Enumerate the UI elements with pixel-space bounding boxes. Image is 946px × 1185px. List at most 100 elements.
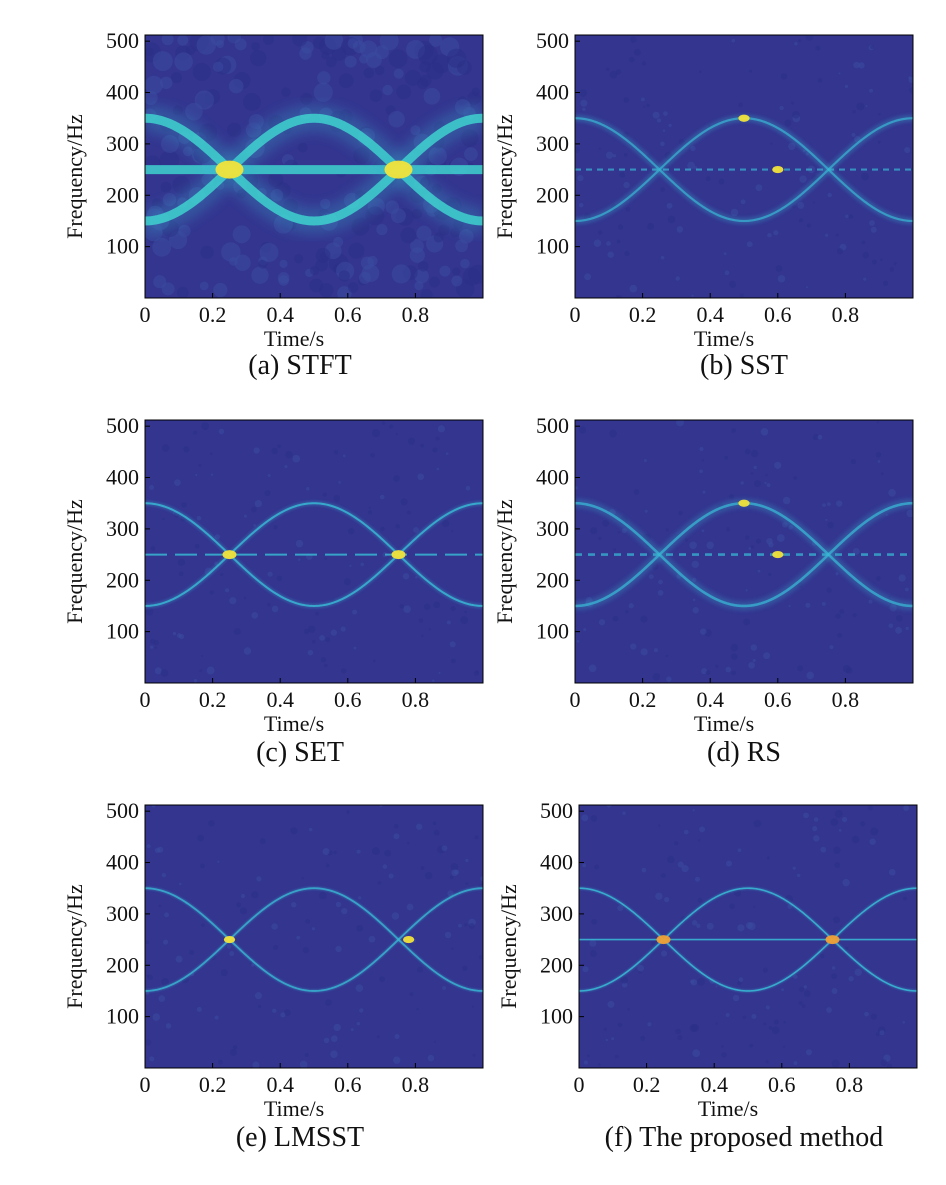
- noise-speck: [159, 76, 173, 90]
- noise-speck: [657, 590, 664, 596]
- plot-background: [579, 805, 917, 1068]
- noise-speck: [474, 835, 479, 840]
- x-tick-label: 0.2: [629, 687, 657, 712]
- noise-speck: [805, 35, 814, 41]
- noise-speck: [234, 254, 251, 272]
- plot-frame: [574, 34, 914, 299]
- noise-speck: [399, 604, 405, 609]
- noise-speck: [178, 571, 184, 577]
- noise-speck: [349, 564, 352, 567]
- noise-speck: [805, 286, 809, 289]
- noise-speck: [607, 251, 614, 258]
- panel-caption: (c) SET: [256, 737, 344, 768]
- y-tick-label: 100: [106, 619, 139, 644]
- noise-speck: [715, 664, 719, 668]
- noise-speck: [251, 266, 269, 284]
- x-axis-title: Time/s: [264, 326, 324, 351]
- noise-speck: [582, 966, 589, 973]
- noise-speck: [748, 661, 756, 669]
- noise-speck: [174, 479, 181, 486]
- noise-speck: [788, 142, 796, 151]
- noise-speck: [841, 816, 848, 823]
- noise-speck: [760, 427, 769, 436]
- noise-speck: [763, 652, 771, 660]
- noise-speck: [417, 44, 438, 65]
- noise-speck: [699, 446, 704, 452]
- x-tick-label: 0.6: [334, 687, 362, 712]
- noise-speck: [254, 992, 263, 1000]
- noise-speck: [831, 988, 838, 994]
- noise-speck: [267, 571, 273, 577]
- y-tick-label: 500: [106, 28, 139, 53]
- noise-speck: [597, 1063, 601, 1066]
- noise-speck: [476, 670, 479, 673]
- noise-speck: [394, 1034, 400, 1040]
- x-tick-label: 0.6: [334, 302, 362, 327]
- noise-speck: [266, 602, 271, 607]
- noise-speck: [721, 1052, 727, 1058]
- noise-speck: [642, 61, 647, 66]
- noise-speck: [870, 827, 879, 836]
- noise-speck: [779, 105, 784, 111]
- noise-speck: [451, 530, 454, 533]
- noise-speck: [646, 103, 650, 107]
- noise-speck: [594, 864, 600, 870]
- noise-speck: [389, 424, 394, 429]
- energy-peak: [656, 935, 671, 945]
- noise-speck: [206, 666, 215, 675]
- noise-speck: [762, 967, 768, 973]
- y-tick-label: 100: [540, 1004, 573, 1029]
- noise-speck: [384, 849, 392, 857]
- noise-speck: [465, 485, 471, 491]
- noise-speck: [665, 654, 669, 658]
- noise-speck: [419, 74, 432, 87]
- y-tick-label: 300: [536, 516, 569, 541]
- noise-speck: [264, 490, 271, 497]
- noise-speck: [146, 844, 151, 849]
- noise-speck: [825, 518, 828, 522]
- noise-speck: [623, 181, 630, 189]
- noise-speck: [877, 140, 881, 144]
- x-tick-label: 0.8: [832, 302, 860, 327]
- energy-peak: [738, 114, 750, 122]
- noise-speck: [227, 122, 242, 138]
- noise-speck: [598, 536, 602, 541]
- noise-speck: [468, 923, 475, 929]
- noise-speck: [315, 611, 319, 616]
- noise-speck: [414, 269, 429, 284]
- x-tick-label: 0.4: [266, 1072, 294, 1097]
- noise-speck: [458, 923, 462, 928]
- noise-speck: [658, 579, 663, 585]
- noise-speck: [373, 659, 376, 663]
- noise-speck: [212, 61, 224, 73]
- y-tick-label: 300: [106, 516, 139, 541]
- x-tick-label: 0.8: [402, 302, 430, 327]
- noise-speck: [676, 420, 684, 427]
- noise-speck: [667, 855, 675, 864]
- noise-speck: [251, 42, 260, 51]
- noise-speck: [262, 35, 274, 45]
- noise-speck: [193, 430, 198, 435]
- noise-speck: [308, 827, 313, 832]
- noise-speck: [344, 55, 357, 68]
- noise-speck: [767, 232, 772, 238]
- noise-speck: [826, 587, 832, 593]
- x-axis-title: Time/s: [264, 711, 324, 736]
- x-axis-title: Time/s: [264, 1096, 324, 1121]
- noise-speck: [324, 35, 344, 50]
- noise-speck: [647, 222, 655, 230]
- noise-speck: [208, 820, 215, 827]
- noise-speck: [356, 924, 364, 932]
- noise-speck: [315, 258, 328, 272]
- noise-speck: [251, 963, 255, 967]
- noise-speck: [839, 609, 845, 614]
- noise-speck: [209, 590, 215, 595]
- noise-speck: [851, 835, 860, 844]
- noise-speck: [335, 901, 342, 908]
- noise-speck: [154, 646, 158, 649]
- y-tick-label: 500: [106, 413, 139, 438]
- noise-speck: [353, 646, 357, 650]
- y-tick-label: 400: [106, 465, 139, 490]
- noise-speck: [243, 92, 261, 111]
- y-tick-label: 200: [536, 567, 569, 592]
